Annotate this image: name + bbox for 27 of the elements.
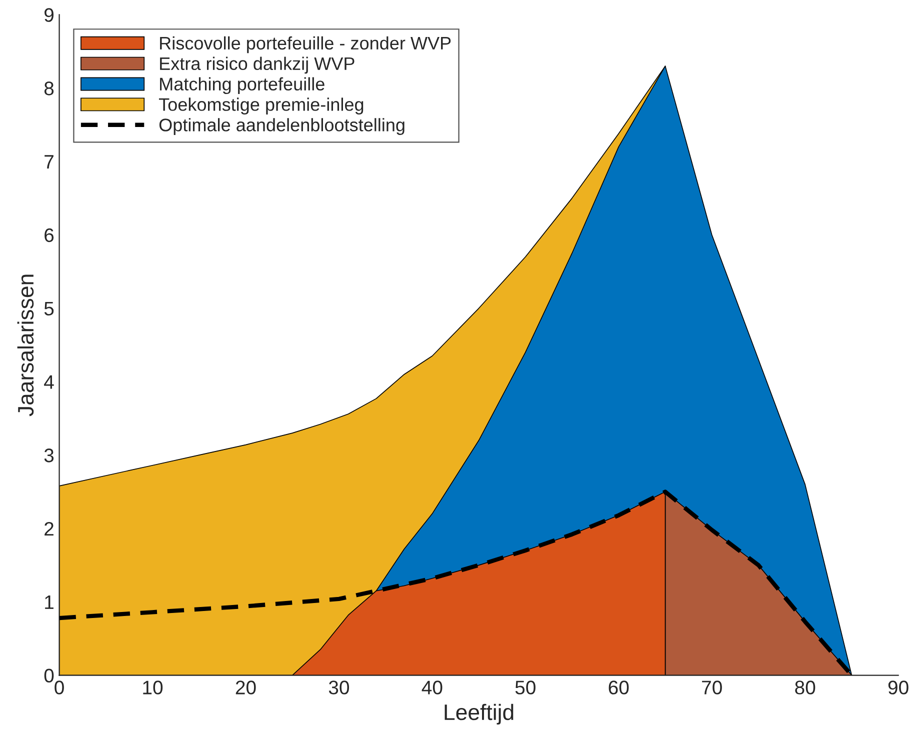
x-tick-label: 40 [422, 680, 442, 694]
x-tick-label: 80 [795, 680, 816, 694]
legend-label: Optimale aandelenblootstelling [159, 118, 404, 135]
x-tick-label: 0 [54, 680, 64, 694]
legend-label: Toekomstige premie-inleg [158, 98, 364, 115]
x-tick-label: 60 [608, 680, 629, 694]
x-tick-label: 70 [702, 680, 722, 694]
y-tick-label: 8 [44, 82, 54, 96]
y-tick-label: 2 [44, 522, 54, 536]
legend-label: Matching portefeuille [160, 77, 324, 94]
y-axis-title: Jaarsalarissen [17, 274, 34, 416]
y-tick-label: 0 [44, 668, 54, 683]
x-tick-label: 20 [236, 680, 256, 694]
y-tick-label: 4 [44, 375, 54, 389]
x-tick-label: 30 [328, 680, 350, 694]
y-tick-label: 7 [44, 155, 54, 169]
y-tick-label: 6 [44, 228, 54, 242]
x-tick-label: 90 [888, 680, 908, 694]
y-tick-label: 3 [44, 448, 54, 462]
y-tick-label: 9 [44, 8, 54, 22]
x-tick-label: 10 [143, 680, 163, 694]
y-tick-label: 5 [44, 302, 54, 316]
legend-label: Riscovolle portefeuille - zonder WVP [160, 36, 451, 54]
x-tick-label: 50 [515, 680, 536, 694]
y-tick-label: 1 [45, 596, 54, 609]
legend-label: Extra risico dankzij WVP [160, 56, 354, 74]
x-axis-title: Leeftijd [444, 704, 514, 725]
